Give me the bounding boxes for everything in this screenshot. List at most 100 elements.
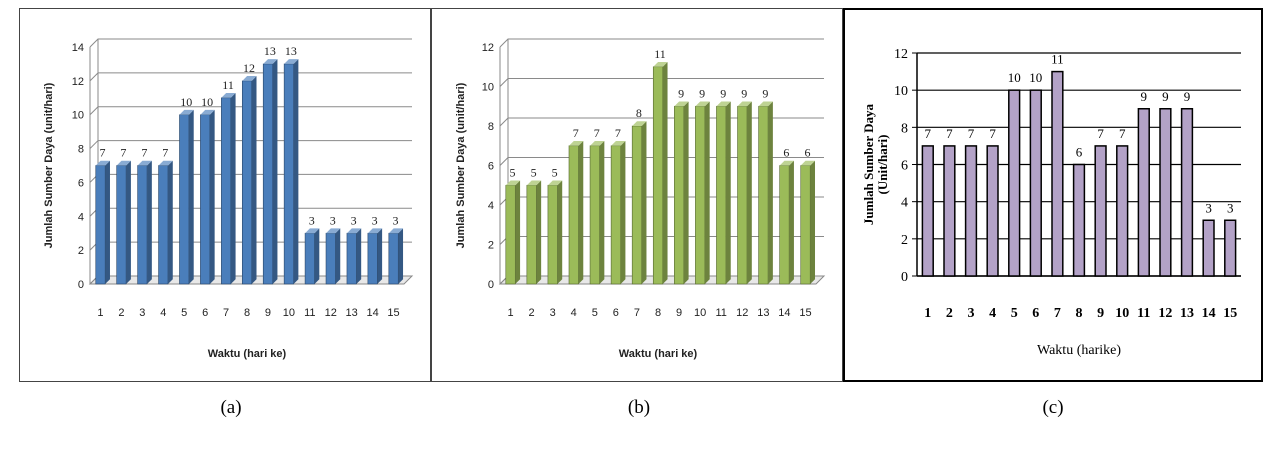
data-label: 9: [762, 86, 768, 100]
data-label: 6: [783, 146, 789, 160]
data-label: 3: [351, 213, 357, 227]
bar-side: [293, 59, 299, 284]
data-label: 7: [594, 126, 600, 140]
data-label: 7: [989, 126, 996, 141]
bar-top: [568, 140, 584, 146]
bar-side: [230, 92, 236, 284]
bar-top: [779, 160, 794, 166]
y-tick-label: 0: [901, 270, 908, 285]
bar-top: [505, 180, 521, 186]
y-tick-label: 6: [901, 159, 908, 174]
bar-top: [221, 92, 236, 98]
chart-panel-b: 0 2 4 6 8 10 12 5 1 5 2 5 3 7 4 7 5 7 6 8 7 11 8 9 9 9 10 9 11 9 12 9 13…: [431, 8, 843, 382]
x-tick-label: 2: [946, 306, 953, 321]
bar: [631, 121, 647, 285]
bar-front: [716, 105, 727, 285]
bar-top: [695, 101, 710, 107]
y-tick-label: 6: [78, 177, 84, 189]
bar: [943, 145, 956, 277]
bar-front: [610, 145, 621, 285]
y-tick-label: 2: [488, 240, 494, 252]
bar: [1072, 163, 1086, 277]
bar-top: [547, 180, 563, 186]
bar: [758, 101, 773, 285]
bar: [116, 160, 131, 285]
x-tick-label: 7: [1054, 306, 1061, 321]
data-label: 9: [678, 86, 684, 100]
bar-side: [662, 61, 668, 285]
bar-side: [515, 180, 521, 284]
bar: [610, 140, 626, 285]
bar-front: [568, 145, 579, 285]
x-tick-label: 4: [160, 307, 166, 319]
data-label: 3: [330, 213, 336, 227]
bar-side: [747, 101, 752, 284]
bar: [1116, 145, 1129, 277]
x-tick-label: 13: [346, 307, 358, 319]
bar-top: [179, 109, 194, 115]
bar-side: [683, 101, 689, 284]
data-label: 7: [162, 146, 168, 160]
y-tick-label: 0: [488, 279, 494, 291]
data-label: 10: [1008, 70, 1021, 85]
bar: [1029, 89, 1042, 277]
bar-side: [356, 228, 362, 284]
data-label: 13: [285, 44, 297, 58]
data-label: 7: [925, 126, 932, 141]
data-label: 3: [393, 213, 399, 227]
bar-side: [272, 59, 278, 284]
x-tick-label: 5: [181, 307, 187, 319]
bar-front: [388, 232, 399, 285]
data-label: 11: [654, 47, 666, 61]
x-tick-label: 10: [283, 307, 295, 319]
bar-front: [200, 114, 211, 285]
data-label: 7: [141, 146, 147, 160]
bar-side: [188, 109, 194, 285]
bar: [283, 59, 299, 285]
bar-front: [779, 165, 790, 285]
bar: [737, 101, 752, 285]
bar-front: [631, 125, 642, 285]
y-tick-label: 4: [78, 211, 84, 223]
y-axis-title-unit: (Unit/hari): [875, 135, 890, 195]
y-axis-title: Jumlah Sumber Daya: [861, 103, 876, 225]
gridline: [89, 106, 412, 116]
bar-front: [116, 165, 127, 285]
x-tick-label: 13: [1180, 306, 1194, 321]
data-label: 3: [1205, 200, 1212, 215]
x-tick-label: 2: [118, 307, 124, 319]
data-label: 9: [1141, 89, 1148, 104]
bar-side: [335, 228, 341, 284]
x-tick-label: 1: [97, 307, 103, 319]
bar-top: [367, 228, 383, 234]
chart-b: 0246810125152537475768711899910911912913…: [455, 38, 826, 360]
bar-side: [167, 160, 173, 284]
bar-top: [632, 121, 647, 126]
y-tick-label: 12: [72, 76, 84, 88]
bar-front: [589, 145, 600, 285]
x-tick-label: 8: [244, 307, 250, 319]
bar-front: [758, 105, 769, 285]
bar-side: [105, 160, 110, 284]
data-label: 7: [120, 146, 126, 160]
bar: [137, 160, 152, 285]
bar-top: [346, 228, 362, 234]
bar: [1008, 89, 1021, 277]
y-tick-label: 2: [78, 245, 84, 257]
x-tick-label: 6: [202, 307, 208, 319]
y-tick-label: 2: [901, 233, 908, 248]
bar-front: [137, 165, 148, 285]
data-label: 3: [1227, 200, 1234, 215]
bar-side: [314, 228, 320, 284]
gridline: [89, 38, 412, 48]
bar-front: [179, 114, 190, 285]
bar: [346, 228, 362, 285]
bar-side: [704, 101, 710, 284]
bar-top: [611, 140, 626, 146]
bar: [1094, 145, 1107, 277]
bar-front: [221, 97, 232, 285]
bar-front: [652, 66, 664, 285]
bar-side: [557, 180, 563, 284]
x-tick-label: 11: [1137, 306, 1150, 321]
bar-front: [95, 165, 106, 285]
